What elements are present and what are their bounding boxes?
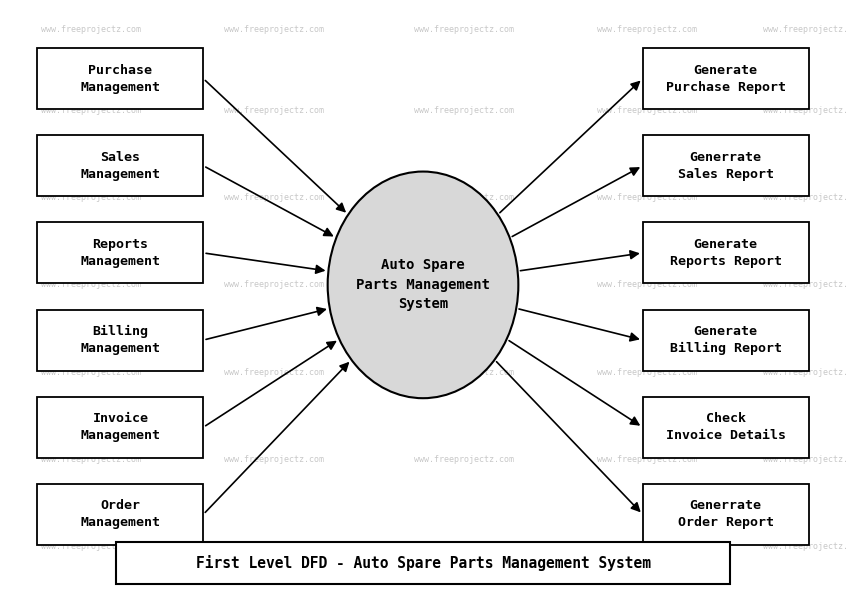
Text: Generrate
Order Report: Generrate Order Report xyxy=(678,499,773,530)
Text: www.freeprojectz.com: www.freeprojectz.com xyxy=(415,280,514,289)
Text: www.freeprojectz.com: www.freeprojectz.com xyxy=(223,542,324,551)
Text: www.freeprojectz.com: www.freeprojectz.com xyxy=(415,455,514,464)
Text: www.freeprojectz.com: www.freeprojectz.com xyxy=(596,368,697,377)
Text: www.freeprojectz.com: www.freeprojectz.com xyxy=(41,193,141,202)
Bar xyxy=(643,222,809,283)
Bar xyxy=(643,310,809,371)
Text: www.freeprojectz.com: www.freeprojectz.com xyxy=(762,542,846,551)
Text: www.freeprojectz.com: www.freeprojectz.com xyxy=(596,25,697,34)
Text: www.freeprojectz.com: www.freeprojectz.com xyxy=(762,106,846,115)
Text: www.freeprojectz.com: www.freeprojectz.com xyxy=(762,280,846,289)
Text: Generate
Purchase Report: Generate Purchase Report xyxy=(666,63,786,94)
Bar xyxy=(643,135,809,196)
Ellipse shape xyxy=(327,171,519,398)
Text: www.freeprojectz.com: www.freeprojectz.com xyxy=(41,106,141,115)
Text: First Level DFD - Auto Spare Parts Management System: First Level DFD - Auto Spare Parts Manag… xyxy=(195,555,651,571)
Text: www.freeprojectz.com: www.freeprojectz.com xyxy=(415,106,514,115)
Text: www.freeprojectz.com: www.freeprojectz.com xyxy=(596,106,697,115)
Text: www.freeprojectz.com: www.freeprojectz.com xyxy=(415,25,514,34)
Text: Purchase
Management: Purchase Management xyxy=(80,63,161,94)
Bar xyxy=(37,222,203,283)
Text: Billing
Management: Billing Management xyxy=(80,325,161,355)
Text: www.freeprojectz.com: www.freeprojectz.com xyxy=(223,193,324,202)
Bar xyxy=(37,135,203,196)
Text: www.freeprojectz.com: www.freeprojectz.com xyxy=(596,455,697,464)
Text: www.freeprojectz.com: www.freeprojectz.com xyxy=(762,193,846,202)
Text: www.freeprojectz.com: www.freeprojectz.com xyxy=(223,25,324,34)
Text: Invoice
Management: Invoice Management xyxy=(80,412,161,442)
Text: www.freeprojectz.com: www.freeprojectz.com xyxy=(762,25,846,34)
Bar xyxy=(643,484,809,545)
Text: www.freeprojectz.com: www.freeprojectz.com xyxy=(596,542,697,551)
Bar xyxy=(37,310,203,371)
Text: Check
Invoice Details: Check Invoice Details xyxy=(666,412,786,442)
Text: www.freeprojectz.com: www.freeprojectz.com xyxy=(596,280,697,289)
Bar xyxy=(37,48,203,109)
Text: Auto Spare
Parts Management
System: Auto Spare Parts Management System xyxy=(356,259,490,311)
Text: Sales
Management: Sales Management xyxy=(80,151,161,181)
Text: www.freeprojectz.com: www.freeprojectz.com xyxy=(223,455,324,464)
Bar xyxy=(643,397,809,458)
Text: www.freeprojectz.com: www.freeprojectz.com xyxy=(415,193,514,202)
Text: www.freeprojectz.com: www.freeprojectz.com xyxy=(596,193,697,202)
Text: www.freeprojectz.com: www.freeprojectz.com xyxy=(223,368,324,377)
Text: Generate
Reports Report: Generate Reports Report xyxy=(670,238,782,268)
Text: Generrate
Sales Report: Generrate Sales Report xyxy=(678,151,773,181)
Text: www.freeprojectz.com: www.freeprojectz.com xyxy=(415,542,514,551)
Text: www.freeprojectz.com: www.freeprojectz.com xyxy=(415,368,514,377)
Text: www.freeprojectz.com: www.freeprojectz.com xyxy=(41,368,141,377)
Text: www.freeprojectz.com: www.freeprojectz.com xyxy=(762,368,846,377)
Bar xyxy=(37,397,203,458)
Bar xyxy=(643,48,809,109)
Text: www.freeprojectz.com: www.freeprojectz.com xyxy=(41,280,141,289)
Text: www.freeprojectz.com: www.freeprojectz.com xyxy=(41,25,141,34)
Text: Generate
Billing Report: Generate Billing Report xyxy=(670,325,782,355)
Text: www.freeprojectz.com: www.freeprojectz.com xyxy=(41,455,141,464)
Text: www.freeprojectz.com: www.freeprojectz.com xyxy=(223,280,324,289)
Text: Reports
Management: Reports Management xyxy=(80,238,161,268)
Text: Order
Management: Order Management xyxy=(80,499,161,530)
Bar xyxy=(37,484,203,545)
Bar xyxy=(116,543,730,584)
Text: www.freeprojectz.com: www.freeprojectz.com xyxy=(762,455,846,464)
Text: www.freeprojectz.com: www.freeprojectz.com xyxy=(41,542,141,551)
Text: www.freeprojectz.com: www.freeprojectz.com xyxy=(223,106,324,115)
